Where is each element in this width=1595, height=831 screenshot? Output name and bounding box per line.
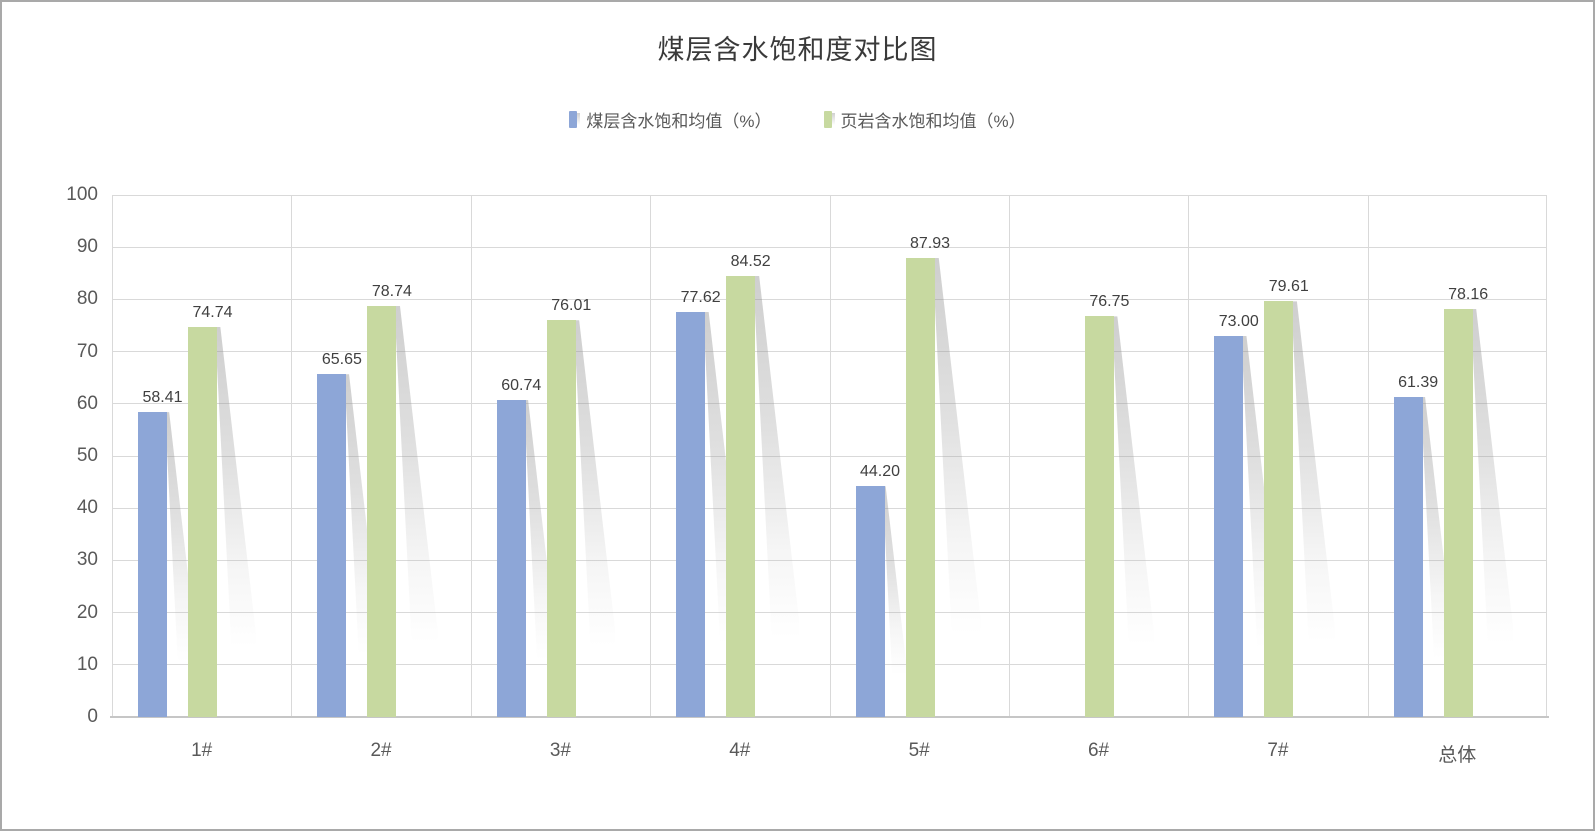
bar-value-label: 65.65 [321, 351, 362, 369]
chart-title: 煤层含水饱和度对比图 [657, 35, 938, 65]
category-cell-3#: 60.74 76.01 [471, 195, 650, 717]
x-tick-label-2#: 2# [370, 740, 392, 761]
gridline-v [650, 195, 652, 717]
bar-value-label: 44.20 [859, 463, 901, 481]
bar-value-label: 58.41 [142, 389, 183, 407]
bar-value-label: 79.61 [1268, 278, 1309, 296]
bar-series0-7# [1214, 335, 1244, 717]
x-tick-label-4#: 4# [729, 740, 751, 761]
bar-series0-2# [317, 374, 347, 717]
x-tick-label-6#: 6# [1087, 740, 1110, 761]
bar-cells: 58.41 74.74 65.65 78.74 60.74 76.01 77.62 84.52… [112, 195, 1547, 717]
bar-value-label: 77.62 [680, 288, 721, 306]
y-tick-label: 40 [76, 497, 98, 519]
legend-marker-coal-icon [569, 111, 581, 128]
category-cell-总体: 61.39 78.16 [1368, 195, 1547, 717]
y-axis: 0 10 20 30 40 50 60 70 80 90 100 [30, 184, 98, 727]
bar-series0-1# [138, 412, 167, 717]
y-tick-label: 90 [76, 236, 98, 258]
category-cell-2#: 65.65 78.74 [291, 195, 470, 717]
y-tick-label: 30 [76, 549, 98, 571]
bar-shadow [1470, 309, 1514, 644]
y-tick-label: 60 [76, 392, 98, 414]
bar-value-label: 87.93 [909, 235, 951, 253]
bar-shadow [573, 320, 616, 646]
gridline-v [470, 195, 472, 717]
category-cell-5#: 44.20 87.93 [830, 195, 1009, 717]
gridline-v [291, 195, 293, 717]
bar-series1-3# [546, 320, 576, 717]
bar-value-label: 78.74 [371, 282, 412, 300]
gridline-v [1188, 195, 1190, 717]
bar-shadow [394, 305, 438, 643]
y-tick-label: 50 [76, 445, 98, 466]
bar-series0-4# [676, 311, 706, 717]
legend: 煤层含水饱和均值（%） 页岩含水饱和均值（%） [0, 107, 1595, 132]
bar-value-label: 74.74 [192, 303, 233, 321]
bar-series0-总体 [1393, 396, 1423, 717]
x-tick-label-7#: 7# [1267, 740, 1289, 761]
legend-item-coal: 煤层含水饱和均值（%） [569, 107, 772, 132]
bar-value-label: 78.16 [1448, 286, 1489, 304]
y-tick-label: 10 [76, 653, 98, 675]
bar-shadow [882, 486, 907, 676]
y-tick-label: 80 [76, 288, 98, 310]
bar-shadow [215, 326, 256, 647]
gridline-v [1367, 195, 1369, 717]
y-tick-label: 0 [87, 706, 98, 727]
bar-value-label: 61.39 [1398, 373, 1439, 391]
x-tick-label-总体: 总体 [1438, 745, 1477, 766]
bar-value-label: 73.00 [1218, 312, 1259, 330]
legend-marker-shale-icon [823, 111, 835, 128]
bar-value-label: 76.75 [1089, 293, 1130, 311]
bar-series1-4# [726, 275, 756, 717]
bar-series1-1# [188, 326, 217, 717]
x-axis-line [110, 716, 1549, 718]
bar-value-label: 76.01 [551, 297, 592, 315]
bar-shadow [932, 258, 981, 635]
bar-shadow [753, 275, 800, 638]
gridline-v [829, 195, 831, 717]
x-tick-label-1#: 1# [191, 740, 213, 761]
bar-series1-总体 [1443, 309, 1473, 717]
x-tick-label-5#: 5# [908, 740, 930, 761]
x-tick-label-3#: 3# [549, 740, 571, 761]
category-cell-4#: 77.62 84.52 [650, 195, 829, 717]
legend-label-shale: 页岩含水饱和均值（%） [840, 112, 1026, 131]
y-tick-label: 20 [76, 601, 98, 623]
category-cell-6#: 76.75 [1009, 195, 1188, 717]
bar-shadow [1291, 301, 1335, 643]
bar-series1-2# [367, 305, 397, 717]
legend-item-shale: 页岩含水饱和均值（%） [823, 107, 1026, 132]
category-cell-1#: 58.41 74.74 [112, 195, 291, 717]
bar-series0-5# [855, 486, 885, 717]
gridline-v [112, 195, 113, 717]
y-tick-label: 70 [76, 340, 98, 362]
bar-series0-3# [496, 399, 526, 717]
bar-value-label: 60.74 [501, 376, 542, 394]
bar-series1-6# [1084, 316, 1114, 717]
x-axis: 1# 2# 3# 4# 5# 6# 7# 总体 [112, 740, 1547, 767]
plot-area: 58.41 74.74 65.65 78.74 60.74 76.01 77.62 84.52… [110, 195, 1549, 718]
category-cell-7#: 73.00 79.61 [1188, 195, 1367, 717]
bar-value-label: 84.52 [730, 252, 771, 270]
legend-label-coal: 煤层含水饱和均值（%） [586, 112, 772, 131]
gridline-v [1546, 195, 1547, 717]
gridline-v [1008, 195, 1010, 717]
bar-series1-5# [905, 258, 935, 717]
bar-series1-7# [1264, 301, 1294, 717]
y-tick-label: 100 [66, 184, 98, 205]
bar-shadow [1111, 316, 1154, 645]
